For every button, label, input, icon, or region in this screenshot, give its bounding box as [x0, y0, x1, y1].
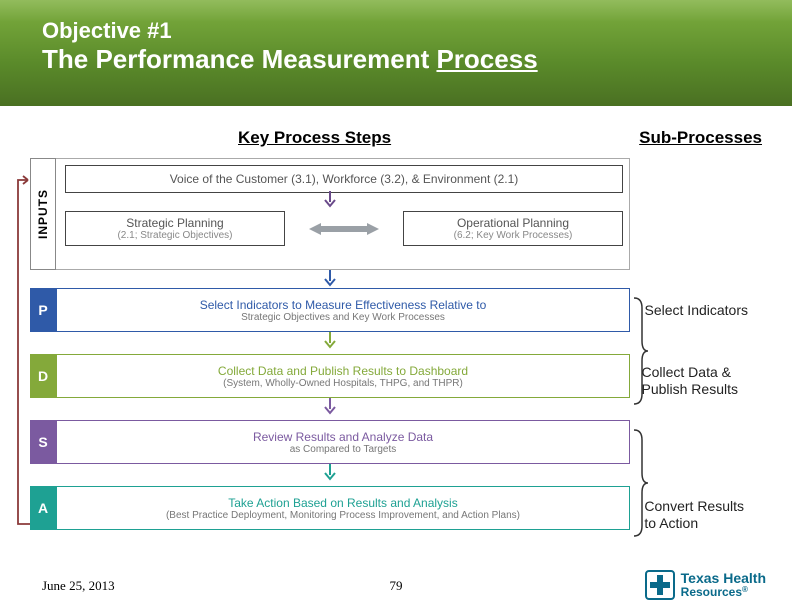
- sub-processes-header: Sub-Processes: [639, 128, 762, 148]
- bracket-top: [632, 296, 650, 406]
- step-row-a: ATake Action Based on Results and Analys…: [30, 486, 630, 530]
- convert-line1: Convert Results: [644, 498, 744, 514]
- process-diagram: INPUTS Voice of the Customer (3.1), Work…: [30, 158, 630, 552]
- step-body-s: Review Results and Analyze Dataas Compar…: [56, 420, 630, 464]
- step-body-p: Select Indicators to Measure Effectivene…: [56, 288, 630, 332]
- arrow-voc-down: [323, 191, 337, 209]
- step-sub: (System, Wholly-Owned Hospitals, THPG, a…: [65, 378, 621, 389]
- title-line-2: The Performance Measurement Process: [42, 44, 538, 75]
- title-underlined: Process: [436, 44, 537, 74]
- key-process-steps-header: Key Process Steps: [238, 128, 391, 148]
- operational-planning-box: Operational Planning (6.2; Key Work Proc…: [403, 211, 623, 246]
- logo: Texas Health Resources®: [645, 570, 766, 600]
- double-arrow-icon: [309, 222, 379, 236]
- convert-line2: to Action: [644, 515, 698, 531]
- planning-row: Strategic Planning (2.1; Strategic Objec…: [65, 211, 623, 246]
- arrow-after-s: [323, 464, 337, 482]
- logo-line1: Texas Health: [681, 571, 766, 585]
- step-row-p: PSelect Indicators to Measure Effectiven…: [30, 288, 630, 332]
- operational-sub: (6.2; Key Work Processes): [410, 230, 616, 241]
- strategic-sub: (2.1; Strategic Objectives): [72, 230, 278, 241]
- step-row-d: DCollect Data and Publish Results to Das…: [30, 354, 630, 398]
- strategic-title: Strategic Planning: [72, 216, 278, 230]
- step-title: Select Indicators to Measure Effectivene…: [65, 298, 621, 312]
- step-title: Take Action Based on Results and Analysi…: [65, 496, 621, 510]
- footer-page-number: 79: [390, 578, 403, 594]
- step-title: Review Results and Analyze Data: [65, 430, 621, 444]
- step-sub: (Best Practice Deployment, Monitoring Pr…: [65, 510, 621, 521]
- step-row-s: SReview Results and Analyze Dataas Compa…: [30, 420, 630, 464]
- collect-line2: Publish Results: [642, 381, 739, 397]
- inputs-group: INPUTS Voice of the Customer (3.1), Work…: [30, 158, 630, 270]
- strategic-planning-box: Strategic Planning (2.1; Strategic Objec…: [65, 211, 285, 246]
- logo-line2: Resources®: [681, 585, 766, 599]
- logo-icon: [645, 570, 675, 600]
- step-body-d: Collect Data and Publish Results to Dash…: [56, 354, 630, 398]
- step-title: Collect Data and Publish Results to Dash…: [65, 364, 621, 378]
- sub-label-select: Select Indicators: [645, 302, 749, 319]
- voc-box: Voice of the Customer (3.1), Workforce (…: [65, 165, 623, 193]
- arrow-after-p: [323, 332, 337, 350]
- bracket-bottom: [632, 428, 650, 538]
- arrow-after-d: [323, 398, 337, 416]
- collect-line1: Collect Data &: [642, 364, 731, 380]
- sub-label-convert: Convert Results to Action: [644, 498, 744, 532]
- step-sub: Strategic Objectives and Key Work Proces…: [65, 312, 621, 323]
- operational-title: Operational Planning: [410, 216, 616, 230]
- inputs-label: INPUTS: [36, 189, 50, 239]
- title-prefix: The Performance Measurement: [42, 44, 436, 74]
- step-body-a: Take Action Based on Results and Analysi…: [56, 486, 630, 530]
- arrow-inputs-to-p: [323, 270, 337, 288]
- sub-label-collect: Collect Data & Publish Results: [642, 364, 739, 398]
- title-line-1: Objective #1: [42, 18, 538, 44]
- footer-date: June 25, 2013: [42, 578, 115, 594]
- logo-text: Texas Health Resources®: [681, 571, 766, 599]
- feedback-loop-arrow: [14, 172, 34, 532]
- slide-title: Objective #1 The Performance Measurement…: [42, 18, 538, 75]
- step-sub: as Compared to Targets: [65, 444, 621, 455]
